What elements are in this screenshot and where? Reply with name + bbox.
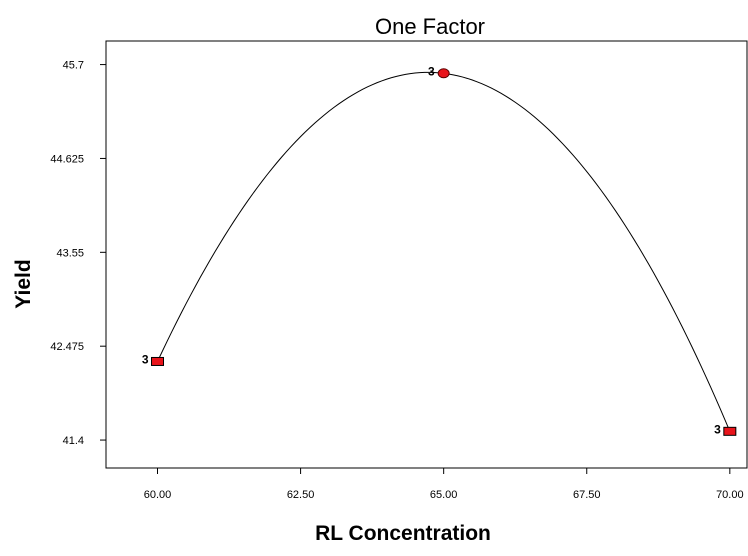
data-point [151,356,165,366]
data-points: 3 3 3 [142,64,737,436]
y-tick-label: 41.4 [63,435,84,447]
x-tick-label: 60.00 [144,489,172,501]
x-axis: 60.00 62.50 65.00 67.50 70.00 [144,468,744,501]
y-tick-label: 44.625 [50,153,84,165]
fit-curve [157,71,731,432]
x-tick-label: 70.00 [716,489,744,501]
point-count-label: 3 [428,64,435,78]
plot-frame [105,40,748,469]
y-tick-label: 42.475 [50,341,84,353]
x-tick-label: 67.50 [573,489,601,501]
y-axis: 41.4 42.475 43.55 44.625 45.7 [50,60,106,447]
x-tick-label: 65.00 [430,489,458,501]
data-point [437,68,450,79]
x-tick-label: 62.50 [287,489,315,501]
chart-title: One Factor [375,14,485,39]
y-tick-label: 43.55 [56,247,84,259]
data-point [723,426,737,436]
y-axis-title: Yield [12,259,35,308]
y-tick-label: 45.7 [63,60,84,72]
point-count-label: 3 [714,422,721,436]
point-count-label: 3 [142,352,149,366]
x-axis-title: RL Concentration [315,522,491,545]
